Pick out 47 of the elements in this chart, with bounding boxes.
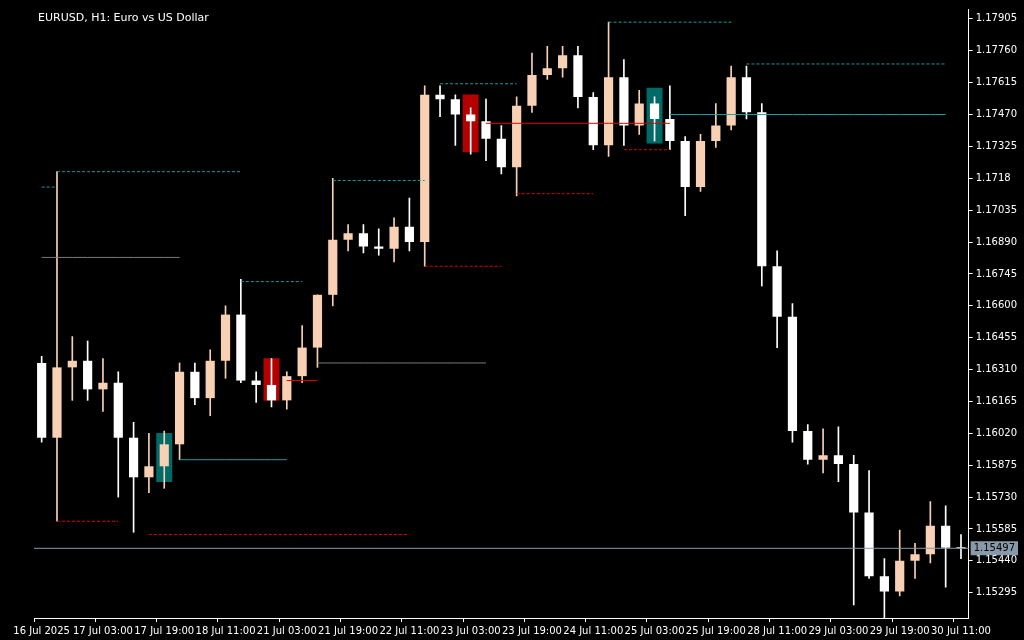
y-tick-label: 1.15295 [975, 586, 1018, 598]
x-tick-label: 30 Jul 11:00 [931, 624, 991, 636]
x-tick-label: 22 Jul 11:00 [379, 624, 440, 636]
y-tick-label: 1.16165 [975, 395, 1018, 407]
y-tick-label: 1.17035 [975, 203, 1018, 215]
candlestick [52, 171, 62, 522]
y-tick-label: 1.15875 [975, 458, 1018, 470]
x-tick-label: 18 Jul 11:00 [195, 624, 256, 636]
y-tick-label: 1.15440 [975, 554, 1018, 566]
y-tick-label: 1.1718 [975, 171, 1011, 183]
candlestick [542, 46, 552, 80]
x-tick-label: 28 Jul 11:00 [747, 624, 808, 636]
x-tick-label: 17 Jul 19:00 [134, 624, 195, 636]
x-tick-label: 16 Jul 2025 [13, 624, 70, 636]
candlestick [818, 428, 828, 474]
candlestick [98, 358, 108, 412]
y-tick-label: 1.17760 [975, 44, 1018, 56]
y-tick-label: 1.16600 [975, 299, 1018, 311]
candlestick [956, 534, 966, 559]
ref-line-label: 1.15497 [973, 541, 1016, 553]
candlestick [251, 371, 261, 403]
candlestick [435, 85, 445, 118]
chart-title: EURUSD, H1: Euro vs US Dollar [38, 11, 210, 25]
y-tick-label: 1.15585 [975, 522, 1018, 534]
x-tick-label: 17 Jul 03:00 [72, 624, 133, 636]
x-tick-label: 29 Jul 03:00 [808, 624, 869, 636]
x-tick-label: 23 Jul 19:00 [501, 624, 562, 636]
x-tick-label: 25 Jul 03:00 [624, 624, 685, 636]
x-tick-label: 24 Jul 11:00 [563, 624, 624, 636]
y-tick-label: 1.17905 [975, 12, 1018, 24]
x-tick-label: 25 Jul 19:00 [685, 624, 746, 636]
y-tick-label: 1.16890 [975, 235, 1018, 247]
y-tick-label: 1.15730 [975, 490, 1018, 502]
candlestick [910, 542, 920, 579]
y-tick-label: 1.16455 [975, 331, 1018, 343]
x-tick-label: 21 Jul 19:00 [318, 624, 379, 636]
x-tick-label: 21 Jul 03:00 [256, 624, 317, 636]
x-tick-label: 23 Jul 03:00 [440, 624, 501, 636]
x-tick-label: 29 Jul 19:00 [869, 624, 930, 636]
candlestick [374, 228, 384, 256]
y-tick-label: 1.16745 [975, 267, 1018, 279]
y-tick-label: 1.17470 [975, 108, 1018, 120]
y-tick-label: 1.17325 [975, 140, 1018, 151]
y-tick-label: 1.16020 [975, 426, 1018, 438]
candlestick [144, 432, 154, 494]
y-tick-label: 1.16310 [975, 363, 1018, 375]
y-tick-label: 1.17615 [975, 76, 1018, 88]
